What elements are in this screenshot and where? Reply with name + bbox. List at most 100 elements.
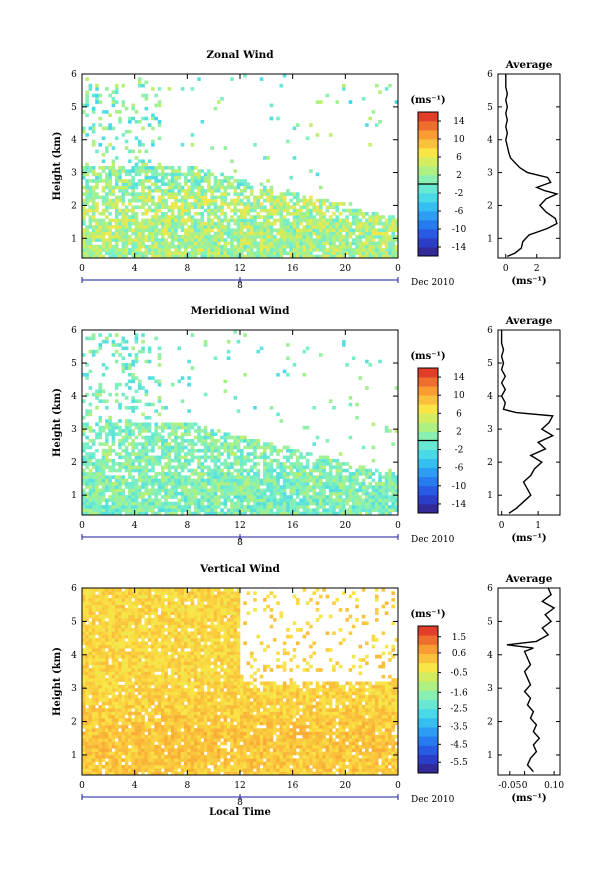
heatmap-cell <box>365 254 369 259</box>
heatmap-cell <box>384 235 389 239</box>
heatmap-cell <box>282 231 287 236</box>
heatmap-cell <box>151 465 155 470</box>
heatmap-cell <box>114 228 119 233</box>
heatmap-cell <box>256 439 261 443</box>
heatmap-cell <box>226 202 231 206</box>
heatmap-cell <box>141 159 145 164</box>
heatmap-cell <box>124 511 129 516</box>
heatmap-cell <box>193 501 198 506</box>
heatmap-cell <box>365 248 369 252</box>
heatmap-cell <box>226 248 231 252</box>
heatmap-cell <box>134 215 139 219</box>
heatmap-cell <box>108 485 112 489</box>
heatmap-cell <box>223 389 228 394</box>
heatmap-cell <box>144 754 149 759</box>
heatmap-cell <box>161 244 165 249</box>
heatmap-cell <box>124 439 129 443</box>
heatmap-cell <box>328 231 333 236</box>
heatmap-cell <box>82 212 86 216</box>
heatmap-cell <box>302 744 307 749</box>
heatmap-cell <box>131 462 135 466</box>
heatmap-cell <box>223 448 228 453</box>
heatmap-cell <box>302 241 307 246</box>
heatmap-cell <box>246 251 251 256</box>
heatmap-cell <box>263 751 267 756</box>
heatmap-cell <box>108 481 112 486</box>
heatmap-cell <box>190 366 195 370</box>
heatmap-cell <box>266 501 270 506</box>
heatmap-cell <box>118 179 122 183</box>
heatmap-cell <box>98 764 103 769</box>
heatmap-cell <box>118 405 122 410</box>
heatmap-cell <box>85 172 89 177</box>
heatmap-cell <box>184 498 188 503</box>
heatmap-cell <box>151 475 155 479</box>
heatmap-cell <box>266 215 270 219</box>
heatmap-cell <box>210 442 214 446</box>
heatmap-cell <box>223 215 228 219</box>
heatmap-cell <box>88 491 93 496</box>
heatmap-cell <box>167 251 172 256</box>
heatmap-cell <box>111 501 116 506</box>
heatmap-cell <box>388 505 392 509</box>
heatmap-cell <box>286 505 290 509</box>
heatmap-cell <box>131 363 135 367</box>
heatmap-cell <box>351 495 356 499</box>
heatmap-cell <box>193 485 198 489</box>
heatmap-cell <box>105 485 109 489</box>
heatmap-cell <box>167 182 172 187</box>
heatmap-cell <box>154 435 159 440</box>
heatmap-cell <box>170 495 175 499</box>
heatmap-cell <box>137 195 142 200</box>
heatmap-cell <box>289 751 293 756</box>
heatmap-cell <box>98 218 103 223</box>
heatmap-cell <box>128 498 132 503</box>
x-tick-label: 0 <box>79 264 85 274</box>
heatmap-cell <box>381 231 386 236</box>
heatmap-cell <box>338 768 343 772</box>
heatmap-cell <box>384 228 389 233</box>
heatmap-cell <box>134 162 139 167</box>
heatmap-cell <box>164 771 168 776</box>
heatmap-cell <box>124 495 129 499</box>
heatmap-cell <box>315 748 320 752</box>
heatmap-cell <box>95 392 99 397</box>
heatmap-cell <box>101 244 106 249</box>
heatmap-cell <box>292 156 297 160</box>
heatmap-cell <box>391 235 396 239</box>
heatmap-cell <box>213 251 218 256</box>
heatmap-cell <box>200 251 205 256</box>
heatmap-cell <box>85 77 89 81</box>
heatmap-cell <box>101 228 106 233</box>
heatmap-cell <box>345 475 349 479</box>
heatmap-cell <box>253 221 257 226</box>
heatmap-cell <box>128 764 132 769</box>
heatmap-cell <box>295 228 300 233</box>
heatmap-cell <box>85 761 89 766</box>
heatmap-cell <box>246 771 251 776</box>
heatmap-cell <box>233 254 238 259</box>
heatmap-cell <box>197 435 201 440</box>
heatmap-cell <box>295 485 300 489</box>
heatmap-cell <box>151 468 155 473</box>
heatmap-cell <box>394 498 399 503</box>
heatmap-cell <box>388 495 392 499</box>
profile-y-tick-label: 5 <box>487 359 493 369</box>
heatmap-cell <box>279 254 284 259</box>
heatmap-cell <box>213 481 218 486</box>
heatmap-cell <box>259 182 264 187</box>
heatmap-cell <box>101 475 106 479</box>
heatmap-cell <box>371 748 376 752</box>
heatmap-cell <box>243 238 247 242</box>
heatmap-cell <box>216 465 221 470</box>
heatmap-cell <box>91 495 96 499</box>
heatmap-cell <box>128 372 132 377</box>
heatmap-cell <box>299 505 303 509</box>
heatmap-cell <box>170 241 175 246</box>
heatmap-cell <box>207 241 211 246</box>
heatmap-cell <box>276 205 280 210</box>
heatmap-cell <box>144 185 149 190</box>
heatmap-cell <box>98 748 103 752</box>
heatmap-cell <box>124 218 129 223</box>
heatmap-cell <box>144 758 149 762</box>
